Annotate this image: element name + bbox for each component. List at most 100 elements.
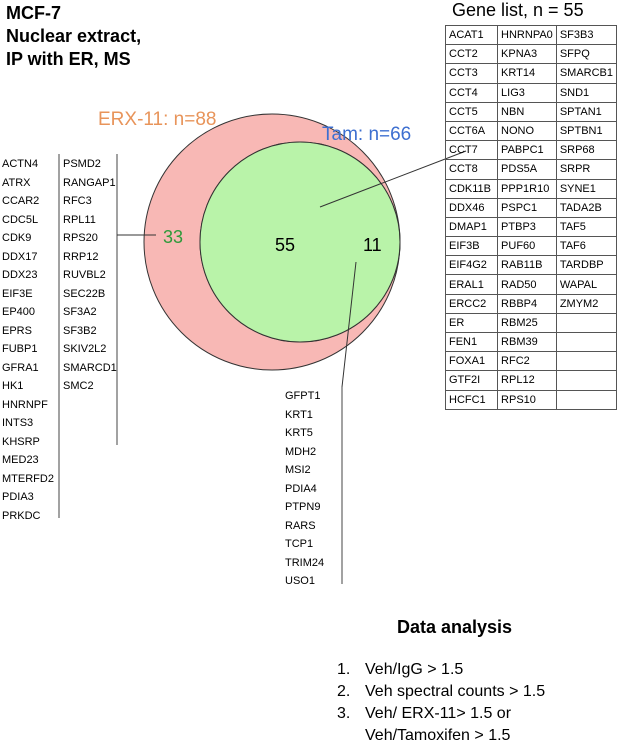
gene-name: GFRA1 — [2, 361, 39, 374]
title-line-method: IP with ER, MS — [6, 49, 131, 69]
table-cell: TARDBP — [555, 255, 617, 276]
gene-name: MDH2 — [285, 445, 317, 458]
table-cell: RBM39 — [497, 331, 557, 353]
table-cell: PABPC1 — [497, 140, 557, 161]
table-cell: CCT7 — [444, 140, 499, 161]
table-cell: FEN1 — [444, 331, 499, 353]
gene-name: KRT5 — [285, 427, 313, 439]
gene-name: CDK9 — [2, 232, 32, 244]
table-cell: KRT14 — [497, 63, 557, 84]
table-cell: SPTAN1 — [555, 101, 617, 122]
table-cell: FOXA1 — [444, 351, 499, 372]
table-cell: GTF2I — [444, 370, 499, 391]
analysis-step: 3. Veh/ ERX-11> 1.5 or — [337, 703, 545, 725]
bottom-connector-line — [341, 261, 357, 388]
table-row: CCT7 PABPC1 SRP68 — [444, 140, 617, 161]
table-cell: ZMYM2 — [555, 293, 617, 314]
tam-only-gene-list: GFPT1 KRT1 KRT5 MDH2 MSI2 PDIA4 PTPN9 RARS TCP1 T… — [285, 387, 324, 591]
analysis-step-continuation: Veh/Tamoxifen > 1.5 — [365, 727, 511, 744]
table-row: EIF3B PUF60 TAF6 — [444, 236, 617, 257]
table-cell: RBBP4 — [497, 293, 557, 314]
venn-intersection-count: 55 — [275, 235, 296, 255]
gene-name: SMC2 — [63, 380, 94, 392]
table-cell: SRPR — [555, 159, 617, 180]
table-row: DDX46 PSPC1 TADA2B — [444, 197, 617, 218]
table-row: EIF4G2 RAB11B TARDBP — [444, 255, 617, 276]
table-cell: RPS10 — [497, 389, 557, 410]
erx-only-gene-list-1: ACTN4 ATRX CCAR2 CDC5L CDK9 DDX17 DDX23 EIF3E EP… — [2, 155, 54, 525]
gene-name: MED23 — [2, 454, 39, 466]
table-cell: CCT5 — [444, 101, 499, 122]
gene-name: RUVBL2 — [63, 269, 106, 281]
venn-left-only-count: 33 — [163, 227, 184, 247]
gene-name: PSMD2 — [63, 158, 101, 170]
gene-name: ACTN4 — [2, 158, 39, 170]
table-row: ER RBM25 — [444, 312, 617, 334]
gene-name: USO1 — [285, 575, 315, 587]
table-cell: EIF4G2 — [444, 255, 499, 276]
title-line-extract: Nuclear extract, — [6, 26, 142, 46]
table-cell: KPNA3 — [497, 44, 557, 65]
table-cell: EIF3B — [444, 236, 499, 257]
shared-gene-table: ACAT1 HNRNPA0 SF3B3 CCT2 KPNA3 SFPQ CCT3 KRT14 S… — [444, 24, 617, 410]
table-row: ERCC2 RBBP4 ZMYM2 — [444, 293, 617, 314]
table-cell: CCT6A — [444, 120, 499, 142]
gene-name: PTPN9 — [285, 501, 321, 513]
gene-table-connector-line — [319, 150, 467, 208]
step-number: 2. — [337, 683, 351, 700]
table-cell: CCT4 — [444, 82, 499, 103]
table-cell: ER — [444, 312, 499, 334]
table-cell — [555, 331, 617, 353]
table-row: CCT3 KRT14 SMARCB1 — [444, 63, 617, 84]
table-cell: RAD50 — [497, 274, 557, 295]
gene-list-title: Gene list, n = 55 — [452, 0, 584, 20]
table-row: GTF2I RPL12 — [444, 370, 617, 391]
gene-name: CCAR2 — [2, 195, 40, 207]
table-row: CCT5 NBN SPTAN1 — [444, 101, 617, 122]
gene-name: HNRNPF — [2, 398, 48, 411]
gene-name: SMARCD1 — [63, 361, 117, 374]
venn-right-only-count: 11 — [363, 235, 382, 255]
step-text: Veh/ ERX-11> 1.5 or — [365, 705, 512, 722]
table-cell: RFC2 — [497, 351, 557, 372]
table-cell: TADA2B — [555, 197, 617, 218]
table-cell: PTBP3 — [497, 216, 557, 238]
gene-name: RRP12 — [63, 250, 99, 263]
analysis-title: Data analysis — [397, 617, 513, 637]
gene-name: SEC22B — [63, 287, 106, 300]
table-cell: ERCC2 — [444, 293, 499, 314]
gene-name: EP400 — [2, 306, 36, 318]
gene-name: ATRX — [2, 176, 31, 189]
table-row: DMAP1 PTBP3 TAF5 — [444, 216, 617, 238]
gene-name: EIF3E — [2, 287, 33, 300]
table-row: CDK11B PPP1R10 SYNE1 — [444, 178, 617, 199]
gene-name: SF3B2 — [63, 324, 97, 337]
gene-name: RPL11 — [63, 213, 96, 226]
gene-name: INTS3 — [2, 417, 34, 429]
table-cell: PPP1R10 — [497, 178, 557, 199]
table-cell: SMARCB1 — [555, 63, 617, 84]
gene-name: TRIM24 — [285, 556, 325, 569]
table-row: CCT2 KPNA3 SFPQ — [444, 44, 617, 65]
table-cell: CCT3 — [444, 63, 499, 84]
analysis-steps: 1. Veh/IgG > 1.5 2. Veh spectral counts > … — [337, 659, 545, 747]
gene-name: EPRS — [2, 324, 32, 337]
table-cell: TAF5 — [555, 216, 617, 238]
table-cell — [555, 312, 617, 334]
table-row: FEN1 RBM39 — [444, 331, 617, 353]
table-cell: SRP68 — [555, 140, 617, 161]
venn-left-label: ERX-11: n=88 — [98, 109, 217, 130]
table-cell: LIG3 — [497, 82, 557, 103]
gene-name: SF3A2 — [63, 306, 97, 318]
figure-title: MCF-7 Nuclear extract, IP with ER, MS — [6, 2, 141, 71]
table-row: ACAT1 HNRNPA0 SF3B3 — [444, 24, 617, 46]
table-cell: HCFC1 — [444, 389, 499, 410]
analysis-step: 1. Veh/IgG > 1.5 — [337, 659, 545, 681]
table-row: CCT6A NONO SPTBN1 — [444, 120, 617, 142]
table-row: CCT8 PDS5A SRPR — [444, 159, 617, 180]
table-cell: TAF6 — [555, 236, 617, 257]
table-row: CCT4 LIG3 SND1 — [444, 82, 617, 103]
table-cell: RAB11B — [497, 255, 557, 276]
table-cell: HNRNPA0 — [497, 24, 557, 46]
